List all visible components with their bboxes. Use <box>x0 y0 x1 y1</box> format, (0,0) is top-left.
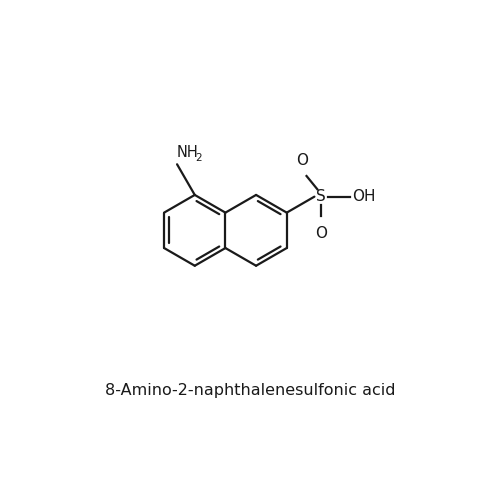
Text: NH: NH <box>177 145 199 160</box>
Text: O: O <box>296 152 308 168</box>
Text: 2: 2 <box>196 153 202 163</box>
Text: S: S <box>316 189 326 204</box>
Text: OH: OH <box>352 189 376 204</box>
Text: 8-Amino-2-naphthalenesulfonic acid: 8-Amino-2-naphthalenesulfonic acid <box>105 382 395 398</box>
Text: O: O <box>316 226 328 240</box>
